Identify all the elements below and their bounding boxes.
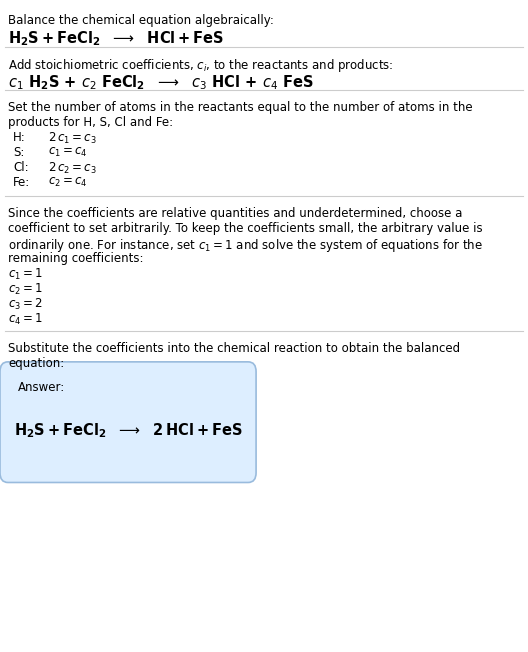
Text: equation:: equation: (8, 357, 64, 370)
Text: Since the coefficients are relative quantities and underdetermined, choose a: Since the coefficients are relative quan… (8, 207, 463, 220)
Text: Answer:: Answer: (17, 381, 64, 394)
Text: remaining coefficients:: remaining coefficients: (8, 252, 144, 265)
Text: $c_1 = 1$: $c_1 = 1$ (8, 267, 43, 282)
Text: $c_2 = 1$: $c_2 = 1$ (8, 282, 43, 297)
Text: $\mathregular{H_2S + FeCl_2}$  $\longrightarrow$  $\mathregular{HCl + FeS}$: $\mathregular{H_2S + FeCl_2}$ $\longrigh… (8, 29, 224, 48)
Text: products for H, S, Cl and Fe:: products for H, S, Cl and Fe: (8, 116, 173, 129)
Text: ordinarily one. For instance, set $c_1 = 1$ and solve the system of equations fo: ordinarily one. For instance, set $c_1 =… (8, 237, 483, 254)
Text: Set the number of atoms in the reactants equal to the number of atoms in the: Set the number of atoms in the reactants… (8, 101, 473, 114)
Text: $2\,c_2 = c_3$: $2\,c_2 = c_3$ (48, 161, 97, 176)
Text: S:: S: (13, 146, 25, 159)
Text: $c_2 = c_4$: $c_2 = c_4$ (48, 176, 87, 189)
Text: Add stoichiometric coefficients, $c_i$, to the reactants and products:: Add stoichiometric coefficients, $c_i$, … (8, 57, 393, 74)
Text: H:: H: (13, 131, 26, 144)
FancyBboxPatch shape (0, 362, 256, 482)
Text: Substitute the coefficients into the chemical reaction to obtain the balanced: Substitute the coefficients into the che… (8, 342, 460, 355)
Text: Balance the chemical equation algebraically:: Balance the chemical equation algebraica… (8, 14, 274, 27)
Text: $c_1$ $\mathregular{H_2S}$ + $c_2$ $\mathregular{FeCl_2}$  $\longrightarrow$  $c: $c_1$ $\mathregular{H_2S}$ + $c_2$ $\mat… (8, 73, 314, 92)
Text: $c_1 = c_4$: $c_1 = c_4$ (48, 146, 87, 159)
Text: $\mathregular{H_2S + FeCl_2}$  $\longrightarrow$  $\mathregular{2\,HCl + FeS}$: $\mathregular{H_2S + FeCl_2}$ $\longrigh… (14, 421, 242, 439)
Text: $c_4 = 1$: $c_4 = 1$ (8, 312, 43, 327)
Text: Cl:: Cl: (13, 161, 29, 174)
Text: Fe:: Fe: (13, 176, 31, 189)
Text: $c_3 = 2$: $c_3 = 2$ (8, 297, 43, 312)
Text: coefficient to set arbitrarily. To keep the coefficients small, the arbitrary va: coefficient to set arbitrarily. To keep … (8, 222, 483, 235)
Text: $2\,c_1 = c_3$: $2\,c_1 = c_3$ (48, 131, 97, 146)
